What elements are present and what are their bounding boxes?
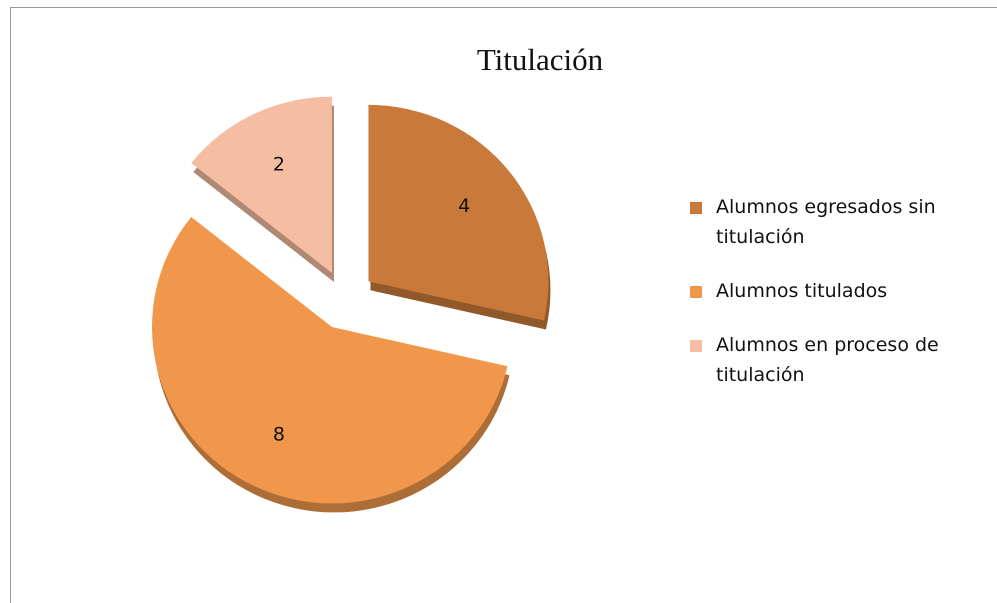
chart-title: Titulación: [477, 42, 604, 77]
value-label: 4: [458, 195, 470, 217]
value-label: 8: [273, 424, 285, 446]
legend-item: Alumnos titulados: [690, 276, 990, 306]
legend-swatch: [690, 340, 702, 352]
legend-label: Alumnos titulados: [716, 280, 888, 302]
value-label: 2: [273, 153, 285, 175]
legend-label: Alumnos egresados sin titulación: [716, 196, 936, 248]
pie-slice: [368, 104, 549, 321]
legend-item: Alumnos en proceso de titulación: [690, 330, 990, 390]
pie-slice: [191, 96, 332, 273]
pie-slice: [151, 217, 508, 504]
legend-item: Alumnos egresados sin titulación: [690, 192, 990, 252]
legend-swatch: [690, 202, 702, 214]
pie: 4 8 2: [151, 96, 549, 504]
legend: Alumnos egresados sin titulación Alumnos …: [690, 192, 990, 414]
chart-border: [10, 7, 997, 603]
legend-swatch: [690, 286, 702, 298]
legend-label: Alumnos en proceso de titulación: [716, 334, 939, 386]
